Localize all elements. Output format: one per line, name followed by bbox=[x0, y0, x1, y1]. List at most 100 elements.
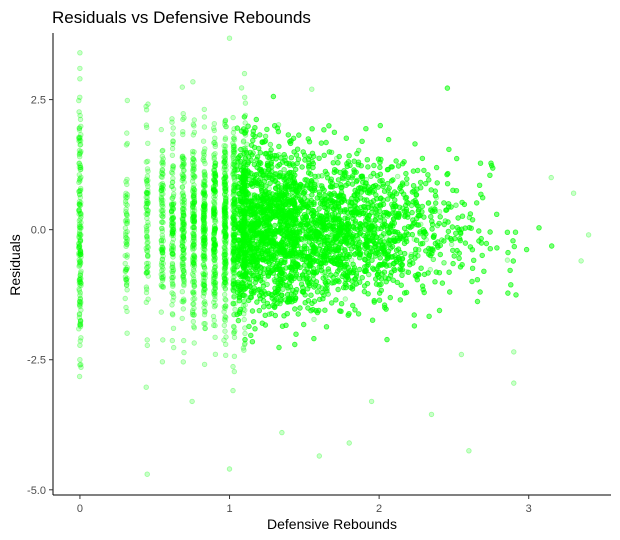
scatter-point bbox=[77, 290, 83, 296]
scatter-point bbox=[144, 253, 151, 259]
scatter-point bbox=[159, 171, 166, 177]
scatter-point bbox=[76, 134, 82, 140]
scatter-point bbox=[201, 212, 207, 219]
scatter-point bbox=[76, 218, 82, 224]
scatter-point bbox=[169, 270, 176, 277]
scatter-point bbox=[169, 216, 175, 222]
scatter-point bbox=[221, 239, 228, 245]
scatter-point bbox=[190, 301, 197, 307]
scatter-point bbox=[160, 160, 166, 166]
scatter-point bbox=[170, 236, 177, 242]
scatter-point bbox=[77, 236, 83, 243]
scatter-point bbox=[158, 126, 164, 133]
scatter-point bbox=[144, 244, 151, 250]
scatter-point bbox=[210, 236, 217, 242]
scatter-point bbox=[159, 153, 165, 160]
scatter-point bbox=[230, 286, 236, 292]
scatter-point bbox=[144, 190, 150, 197]
scatter-point bbox=[77, 112, 83, 119]
scatter-point bbox=[77, 279, 84, 285]
scatter-point bbox=[159, 244, 165, 250]
scatter-point bbox=[77, 185, 84, 192]
scatter-point bbox=[143, 206, 150, 213]
scatter-point bbox=[77, 238, 83, 245]
scatter-point bbox=[159, 180, 166, 187]
scatter-point bbox=[76, 179, 82, 186]
scatter-point bbox=[144, 158, 151, 164]
scatter-point bbox=[158, 173, 164, 180]
scatter-point bbox=[122, 225, 129, 231]
scatter-point bbox=[77, 261, 83, 267]
scatter-point bbox=[169, 311, 176, 317]
scatter-point bbox=[169, 245, 175, 252]
scatter-point bbox=[76, 191, 83, 198]
scatter-point bbox=[122, 274, 129, 280]
scatter-point bbox=[190, 266, 197, 272]
scatter-point bbox=[190, 234, 196, 241]
scatter-point bbox=[76, 164, 83, 170]
scatter-point bbox=[158, 212, 165, 219]
scatter-point bbox=[191, 305, 197, 311]
scatter-point bbox=[221, 291, 228, 298]
scatter-point bbox=[124, 330, 130, 336]
scatter-point bbox=[77, 134, 83, 140]
scatter-point bbox=[170, 141, 176, 148]
scatter-point bbox=[122, 268, 128, 274]
scatter-point bbox=[168, 201, 175, 207]
scatter-point bbox=[170, 166, 176, 172]
scatter-point bbox=[123, 234, 129, 241]
scatter-point bbox=[190, 207, 196, 214]
scatter-point bbox=[76, 311, 83, 317]
scatter-point bbox=[144, 233, 150, 239]
scatter-point bbox=[145, 252, 151, 258]
scatter-point bbox=[78, 251, 84, 258]
scatter-point bbox=[191, 166, 197, 173]
scatter-point bbox=[76, 244, 82, 250]
scatter-point bbox=[77, 248, 84, 255]
scatter-point bbox=[143, 289, 150, 296]
scatter-point bbox=[77, 137, 84, 144]
scatter-point bbox=[76, 243, 83, 249]
scatter-point bbox=[158, 240, 165, 247]
scatter-point bbox=[221, 322, 227, 329]
scatter-point bbox=[76, 151, 83, 158]
scatter-point bbox=[76, 298, 83, 305]
scatter-point bbox=[200, 181, 206, 188]
scatter-point bbox=[342, 296, 348, 302]
scatter-point bbox=[169, 201, 175, 208]
scatter-point bbox=[77, 300, 84, 307]
scatter-point bbox=[171, 200, 177, 206]
scatter-point bbox=[231, 149, 238, 155]
scatter-point bbox=[143, 226, 150, 232]
scatter-point bbox=[76, 259, 83, 265]
scatter-point bbox=[158, 191, 165, 197]
scatter-point bbox=[159, 214, 166, 220]
scatter-point bbox=[145, 101, 151, 107]
scatter-point bbox=[160, 260, 166, 267]
scatter-point bbox=[144, 337, 150, 343]
scatter-point bbox=[191, 182, 197, 188]
scatter-point bbox=[76, 135, 82, 142]
scatter-point bbox=[169, 229, 176, 235]
scatter-point bbox=[78, 361, 84, 368]
scatter-point bbox=[144, 173, 151, 179]
scatter-point bbox=[200, 138, 207, 144]
scatter-point bbox=[211, 247, 217, 253]
scatter-point bbox=[170, 294, 177, 300]
scatter-point bbox=[158, 282, 164, 288]
scatter-point bbox=[181, 268, 187, 274]
scatter-point bbox=[144, 189, 150, 196]
scatter-point bbox=[230, 155, 237, 161]
scatter-point bbox=[78, 219, 84, 226]
scatter-point bbox=[78, 131, 84, 138]
scatter-point bbox=[77, 141, 84, 148]
scatter-point bbox=[123, 268, 129, 274]
scatter-point bbox=[168, 207, 175, 214]
scatter-point bbox=[223, 260, 229, 266]
scatter-point bbox=[159, 235, 166, 241]
scatter-point bbox=[191, 312, 197, 318]
scatter-point bbox=[210, 313, 217, 320]
scatter-point bbox=[169, 195, 175, 201]
scatter-point bbox=[160, 219, 166, 226]
scatter-point bbox=[169, 247, 175, 254]
